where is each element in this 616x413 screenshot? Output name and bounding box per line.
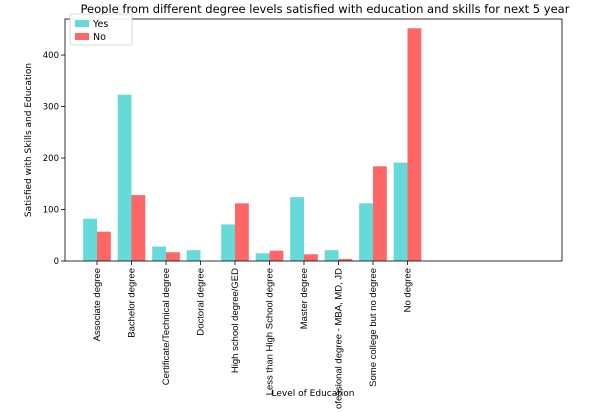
y-tick-label-1: 100: [43, 206, 59, 216]
legend-label-no: No: [93, 32, 106, 43]
bar-no-0: [97, 231, 111, 261]
legend-swatch-yes: [75, 20, 89, 27]
bar-yes-9: [393, 162, 408, 261]
x-axis-ticks: Associate degree Bachelor degree Certifica…: [92, 261, 414, 413]
bar-yes-2: [152, 246, 166, 261]
bar-yes-5: [255, 253, 270, 261]
y-tick-label-0: 0: [54, 257, 59, 267]
x-tick-label-4: High school degree/GED: [230, 268, 241, 373]
bar-no-9: [407, 28, 422, 261]
bar-no-7: [338, 258, 353, 261]
legend-label-yes: Yes: [92, 19, 108, 30]
x-tick-label-7: Professional degree - MBA, MD, JD: [334, 268, 345, 409]
bar-yes-8: [359, 203, 373, 261]
bar-yes-4: [221, 224, 235, 261]
y-tick-label-2: 200: [43, 154, 59, 164]
bar-no-4: [235, 203, 249, 261]
x-tick-label-1: Bachelor degree: [127, 268, 138, 338]
y-axis-ticks: 0 100 200 300 400: [43, 51, 65, 267]
y-tick-label-3: 300: [43, 103, 59, 113]
x-tick-label-3: Doctoral degree: [196, 268, 207, 336]
legend-swatch-no: [75, 33, 89, 40]
bar-yes-6: [290, 197, 304, 261]
chart-title: People from different degree levels sati…: [81, 2, 570, 16]
x-axis-label: Level of Education: [272, 389, 355, 399]
bar-yes-1: [117, 94, 132, 261]
bar-no-2: [166, 252, 180, 261]
x-tick-label-5: Less than High School degree: [265, 268, 276, 395]
y-tick-label-4: 400: [43, 51, 59, 61]
x-tick-label-6: Master degree: [299, 268, 310, 329]
x-tick-label-2: Certificate/Technical degree: [161, 268, 172, 385]
bar-no-1: [131, 195, 146, 261]
y-axis-label: Satisfied with Skills and Education: [24, 63, 34, 217]
bar-no-5: [269, 250, 284, 261]
bar-yes-0: [83, 218, 97, 261]
bars-group: [83, 28, 422, 261]
bar-yes-7: [324, 250, 339, 261]
x-tick-label-8: Some college but no degree: [368, 268, 379, 387]
x-tick-label-0: Associate degree: [92, 268, 103, 341]
plot-frame: [64, 18, 563, 262]
legend: Yes No: [69, 13, 133, 46]
bar-yes-3: [186, 250, 201, 261]
x-tick-label-9: No degree: [403, 268, 414, 312]
bar-no-6: [304, 254, 318, 261]
bar-no-8: [373, 166, 387, 261]
